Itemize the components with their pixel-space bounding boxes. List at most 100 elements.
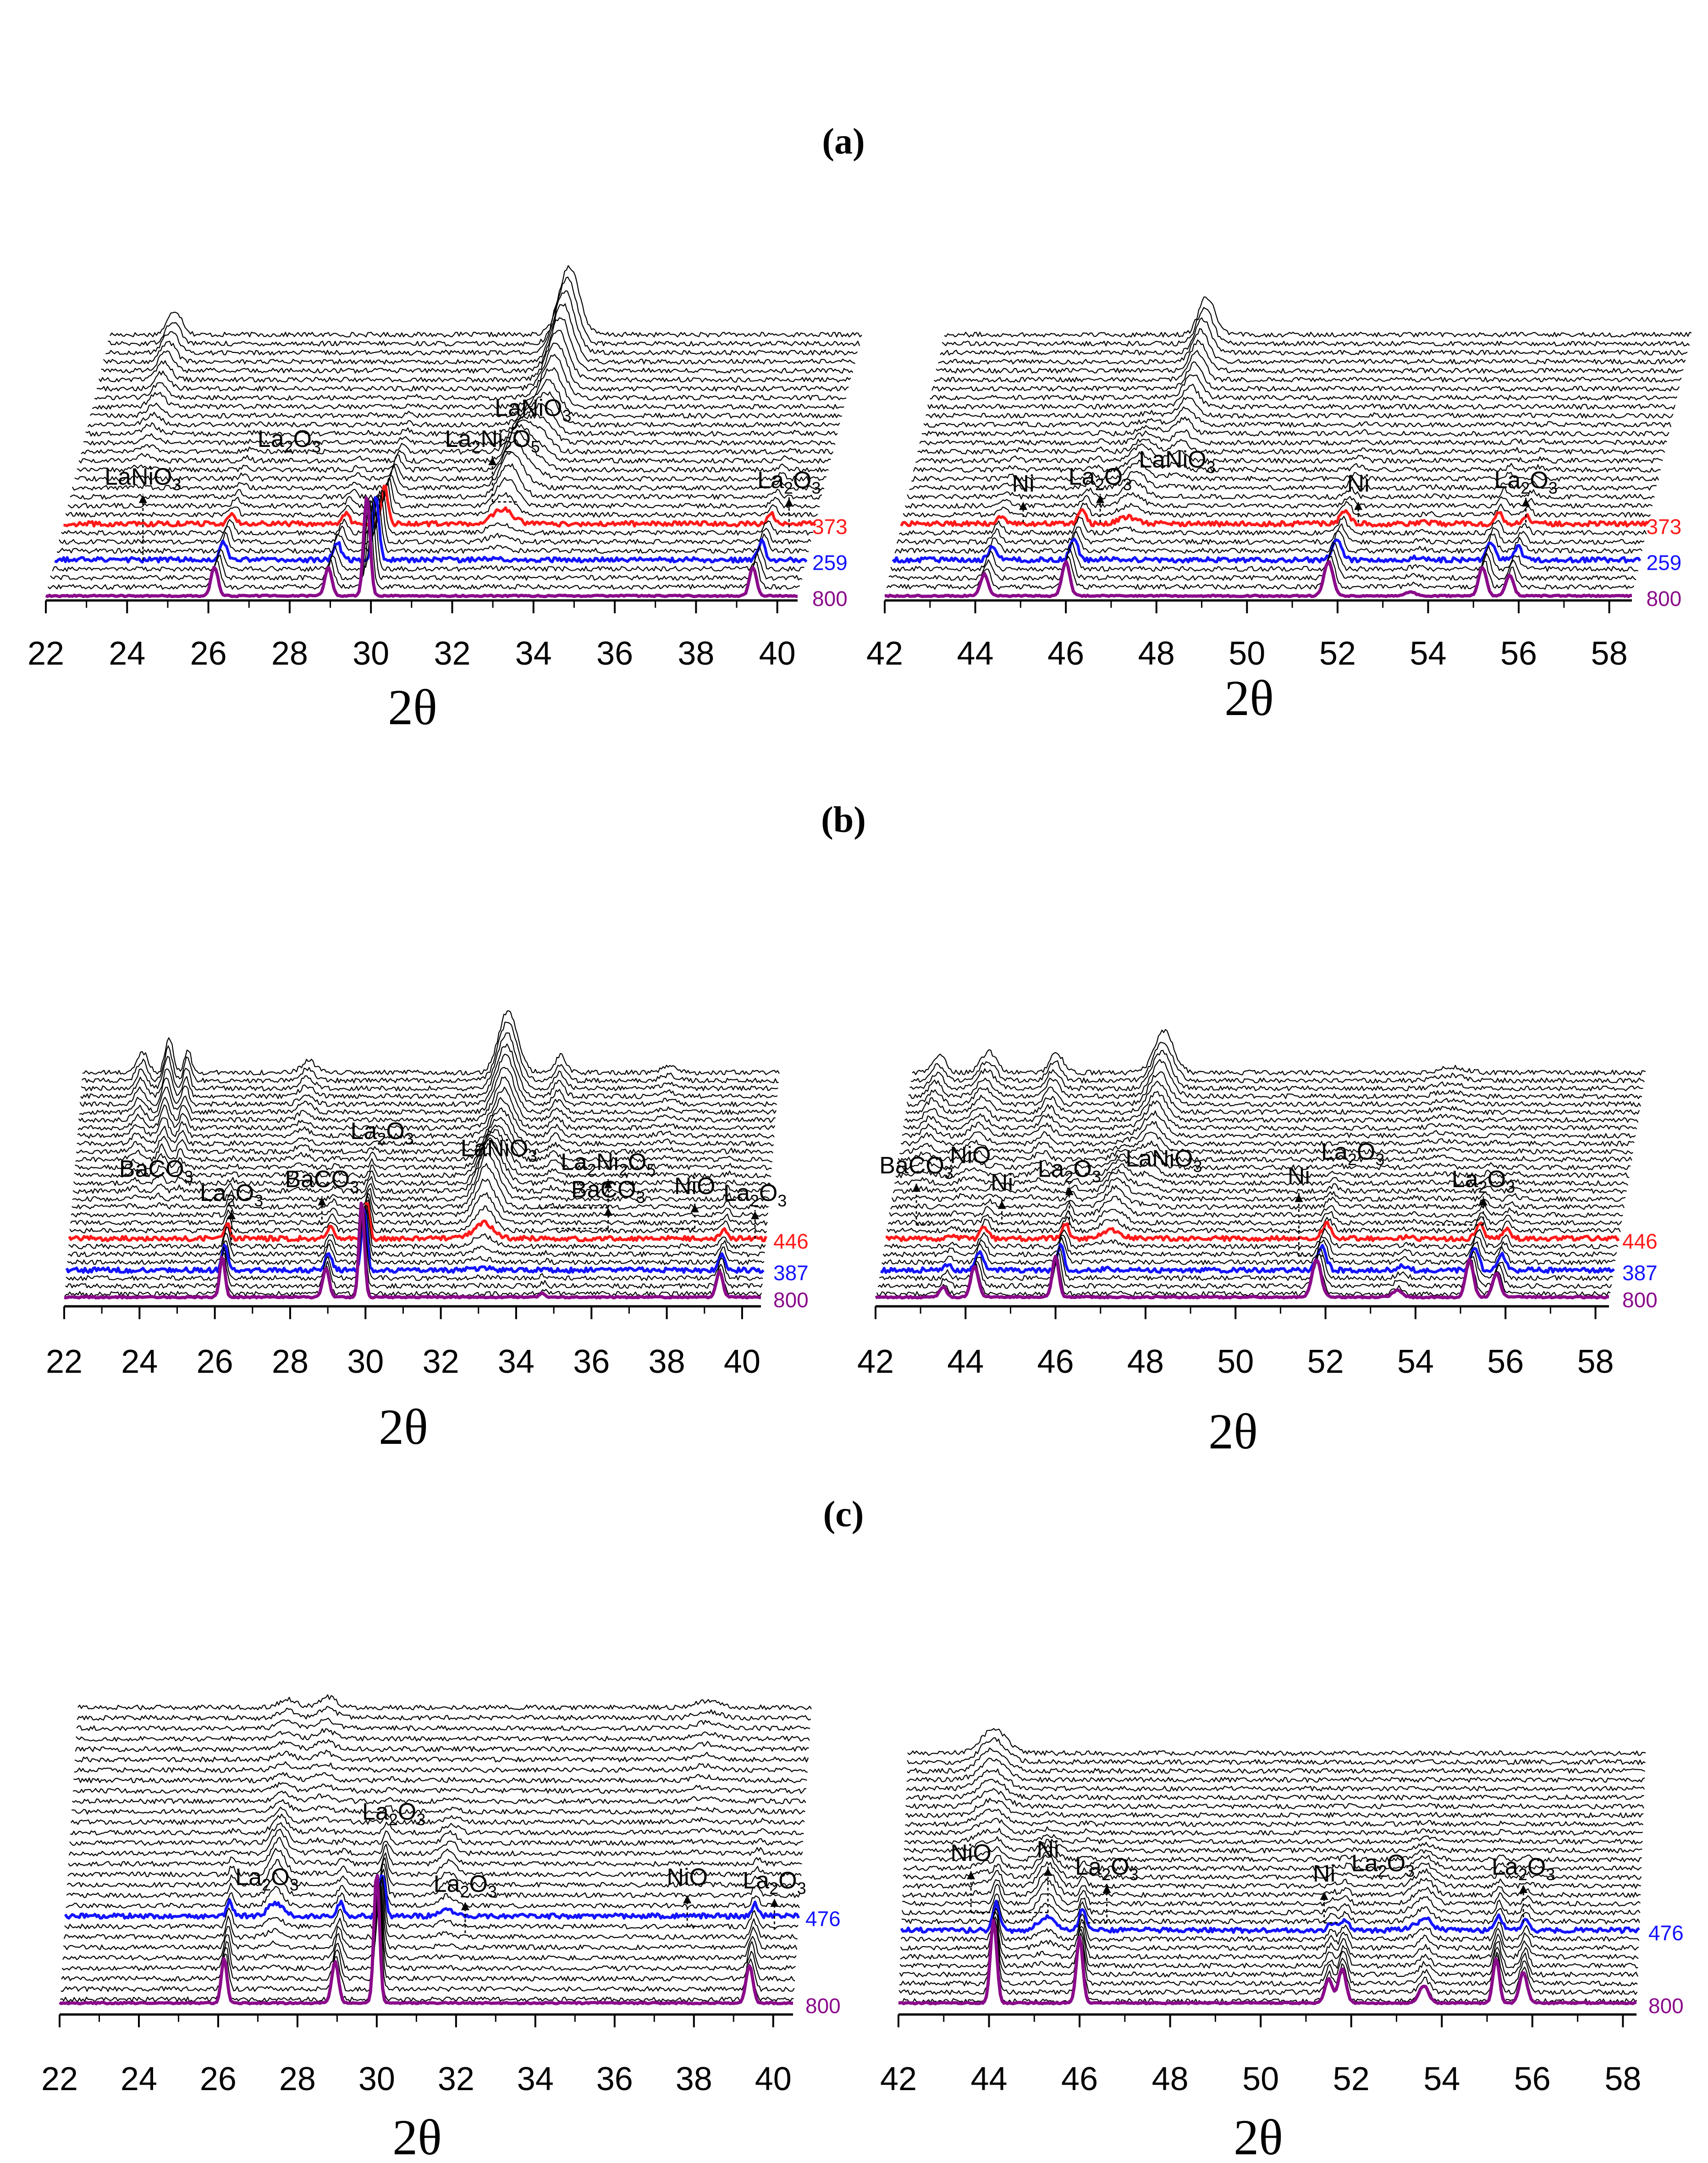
pattern-trace-final [884, 560, 1632, 598]
x-tick-label: 38 [676, 2061, 712, 2097]
annotation-arrowhead [318, 1197, 326, 1205]
pattern-trace [902, 1871, 1641, 1898]
pattern-trace [902, 1878, 1641, 1907]
x-tick-label: 54 [1423, 2061, 1460, 2097]
x-axis-label: 2θ [1234, 2109, 1283, 2163]
pattern-trace [71, 1178, 769, 1218]
annotation-arrowhead [1044, 1867, 1052, 1876]
pattern-trace [876, 1254, 1611, 1297]
x-tick-label: 58 [1591, 635, 1628, 672]
x-tick-label: 22 [28, 635, 64, 672]
pattern-trace [59, 490, 811, 545]
pattern-trace [70, 1806, 805, 1825]
peak-annotation: La2O3 [1038, 1156, 1101, 1186]
x-tick-label: 34 [517, 2061, 554, 2097]
pattern-trace [75, 1739, 809, 1752]
x-tick-label: 36 [573, 1343, 610, 1380]
pattern-trace [47, 498, 800, 590]
x-tick-label: 30 [358, 2061, 395, 2097]
annotation-arrowhead [683, 1895, 692, 1904]
pattern-trace [894, 530, 1643, 554]
pattern-trace [926, 396, 1674, 419]
pattern-trace [942, 307, 1690, 347]
pattern-trace [906, 1071, 1641, 1107]
x-tick-label: 42 [880, 2061, 917, 2097]
x-tick-label: 40 [724, 1343, 760, 1380]
pattern-trace [940, 317, 1688, 356]
pattern-trace [899, 1918, 1638, 1969]
pattern-trace [907, 1728, 1646, 1756]
pattern-trace [67, 1205, 765, 1257]
x-tick-label: 32 [438, 2061, 474, 2097]
charts-layer: 22 24 26 28 30 32 34 36 38 402θ259373800LaNiO3La2… [28, 265, 1692, 2163]
pattern-trace [110, 265, 862, 338]
pattern-trace [82, 1010, 780, 1076]
pattern-trace [72, 1799, 805, 1815]
pattern-trace-blue [65, 1208, 765, 1274]
pattern-trace [66, 1211, 763, 1281]
peak-annotation: NiO [674, 1173, 716, 1200]
pattern-trace [77, 1097, 775, 1139]
pattern-trace-blue [892, 537, 1642, 564]
x-tick-label: 50 [1229, 635, 1265, 672]
pattern-trace [891, 1177, 1626, 1202]
pattern-trace [921, 416, 1669, 437]
pattern-trace [68, 1837, 802, 1867]
annotation-arrowhead [1019, 501, 1028, 510]
pattern-trace [89, 379, 842, 419]
pattern-trace [74, 1750, 809, 1762]
series-label-446: 446 [1622, 1229, 1658, 1253]
peak-annotation: NiO [950, 1840, 992, 1866]
pattern-trace [911, 1041, 1645, 1084]
peak-annotation: LaNiO3 [495, 395, 571, 425]
x-tick-label: 52 [1333, 2061, 1370, 2097]
pattern-trace [912, 1029, 1646, 1076]
annotation-arrowhead [138, 495, 147, 503]
peak-annotation: La2O3 [200, 1180, 263, 1210]
pattern-trace [72, 1143, 770, 1194]
pattern-trace [899, 1921, 1638, 1977]
pattern-trace-final [45, 496, 798, 598]
pattern-trace [79, 1067, 777, 1115]
pattern-trace [60, 1882, 794, 2003]
pattern-trace [900, 1121, 1635, 1147]
pattern-trace [902, 1861, 1641, 1889]
pattern-trace [69, 1199, 767, 1234]
peak-annotation: La2O3 [1492, 1854, 1555, 1884]
annotation-arrowhead [604, 1207, 612, 1216]
peak-annotation: BaCO3 [879, 1152, 953, 1183]
pattern-trace [92, 367, 844, 410]
pattern-trace [87, 391, 840, 428]
pattern-trace [934, 350, 1682, 383]
pattern-trace [78, 424, 831, 464]
pattern-trace [895, 1159, 1630, 1178]
x-tick-label: 34 [515, 635, 552, 672]
pattern-trace [927, 384, 1676, 410]
pattern-trace [904, 1817, 1643, 1836]
pattern-trace [899, 1132, 1633, 1155]
x-tick-label: 26 [190, 635, 227, 672]
pattern-trace [77, 1086, 776, 1131]
pattern-trace [908, 1059, 1642, 1099]
x-tick-label: 28 [271, 635, 308, 672]
x-tick-label: 22 [46, 1343, 83, 1380]
pattern-trace [909, 1050, 1643, 1091]
annotation-arrowhead [1479, 1197, 1488, 1205]
series-label-800: 800 [773, 1288, 809, 1312]
pattern-trace [896, 523, 1645, 545]
series-label-800: 800 [1622, 1288, 1658, 1312]
peak-annotation: La2Ni2O5 [561, 1149, 656, 1179]
peak-annotation: NiO [667, 1864, 708, 1891]
series-label-476: 476 [1648, 1921, 1684, 1945]
annotation-arrowhead [1096, 495, 1105, 503]
annotation-arrowhead [1519, 1885, 1528, 1893]
series-label-387: 387 [1622, 1261, 1658, 1285]
annotation-arrowhead [751, 1211, 760, 1219]
pattern-trace [81, 1032, 778, 1091]
pattern-trace-red [886, 1221, 1620, 1243]
series-label-259: 259 [812, 550, 848, 574]
pattern-trace [915, 443, 1663, 464]
x-tick-label: 44 [957, 635, 994, 672]
x-tick-label: 56 [1487, 1343, 1524, 1380]
pattern-trace [108, 276, 860, 347]
